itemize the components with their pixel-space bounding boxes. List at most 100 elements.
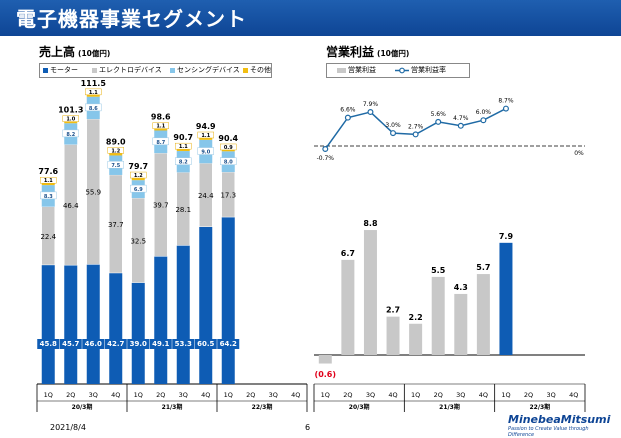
legend-motor-label: モーター (50, 66, 78, 74)
sales-bar-motor (131, 282, 145, 384)
legend-electro-label: エレクトロデバイス (99, 66, 162, 74)
sales-other-label-box (130, 171, 147, 179)
sales-period-label: 20/3期 (72, 403, 93, 411)
profit-value-label: 5.7 (476, 263, 490, 272)
sales-motor-value-label: 60.5 (197, 340, 214, 348)
page-title: 電子機器事業セグメント (16, 7, 247, 31)
sales-sensing-label-box (85, 103, 102, 112)
profit-value-label: 6.7 (341, 249, 355, 258)
sales-sensing-value-label: 8.7 (156, 140, 165, 146)
sales-motor-value-label: 64.2 (220, 340, 237, 348)
margin-point (435, 118, 442, 125)
sales-period-label: 21/3期 (162, 403, 183, 411)
sales-other-label-box (107, 147, 124, 154)
sales-other-value-label: 0.9 (224, 145, 233, 151)
profit-bar (363, 230, 377, 355)
profit-period-label: 21/3期 (439, 403, 460, 411)
sales-motor-value-label: 45.8 (40, 340, 57, 348)
sales-bar-motor (154, 256, 168, 384)
sales-category-label: 3Q (269, 391, 278, 399)
sales-sensing-label-box (220, 157, 237, 165)
sales-electro-value-label: 28.1 (175, 206, 191, 214)
logo-tagline: Passion to Create Value through Differen… (508, 426, 589, 438)
margin-value-label: 6.0% (476, 109, 492, 116)
sales-title-text: 売上高 (39, 45, 76, 59)
sales-other-label-box (152, 122, 169, 129)
sales-category-label: 2Q (156, 391, 165, 399)
margin-point (480, 117, 487, 124)
profit-value-label: 7.9 (499, 232, 514, 241)
sales-electro-value-label: 37.7 (108, 221, 124, 229)
sales-sensing-value-label: 8.0 (224, 160, 233, 166)
sales-motor-value-label: 53.3 (175, 340, 192, 348)
sales-bar-motor (41, 264, 55, 384)
sales-motor-label-box (194, 339, 217, 349)
profit-period-label: 22/3期 (529, 403, 550, 411)
legend-other: その他 (243, 66, 271, 75)
sales-bar-motor (176, 245, 190, 384)
profit-category-label: 1Q (321, 391, 330, 399)
sales-bar-other (131, 177, 145, 181)
legend-sensing-swatch (170, 67, 175, 73)
sales-bar-other (109, 152, 123, 156)
margin-value-label: 3.0% (385, 122, 401, 129)
sales-sensing-value-label: 8.2 (179, 160, 188, 166)
margin-point (367, 109, 374, 116)
legend-other-label: その他 (250, 66, 271, 74)
sales-sensing-value-label: 8.6 (89, 106, 98, 112)
margin-point (344, 114, 351, 121)
sales-motor-label-box (37, 339, 60, 349)
legend-margin-label: 営業利益率 (411, 66, 446, 74)
sales-other-value-label: 1.1 (201, 133, 210, 139)
sales-sensing-label-box (152, 137, 169, 146)
legend-motor-swatch (43, 67, 48, 73)
profit-category-label: 1Q (411, 391, 420, 399)
sales-other-value-label: 1.0 (66, 117, 75, 123)
sales-electro-value-label: 24.4 (198, 192, 214, 200)
sales-total-label: 98.6 (151, 113, 171, 122)
sales-bar-other (199, 137, 213, 140)
sales-category-label: 4Q (291, 391, 300, 399)
logo-name: MinebeaMitsumi (508, 413, 611, 426)
sales-total-label: 90.4 (218, 134, 238, 143)
company-logo: MinebeaMitsumi Passion to Create Value t… (508, 414, 612, 438)
sales-bar-motor (64, 265, 78, 384)
sales-category-label: 2Q (66, 391, 75, 399)
sales-category-label: 1Q (44, 391, 53, 399)
sales-total-label: 111.5 (81, 79, 107, 88)
profit-bar (386, 316, 400, 355)
sales-electro-value-label: 22.4 (40, 233, 56, 241)
sales-total-label: 77.6 (38, 167, 58, 176)
sales-motor-value-label: 49.1 (152, 340, 169, 348)
sales-bar-other (41, 182, 55, 186)
sales-electro-value-label: 17.3 (220, 192, 236, 200)
profit-value-label: 4.3 (454, 283, 468, 292)
sales-sensing-label-box (107, 160, 124, 169)
sales-sensing-value-label: 9.0 (201, 150, 210, 156)
margin-value-label: 5.6% (431, 111, 447, 118)
sales-sensing-label-box (175, 157, 192, 165)
sales-other-value-label: 1.1 (89, 90, 98, 96)
sales-category-label: 1Q (134, 391, 143, 399)
sales-bar-electro (176, 172, 190, 246)
profit-value-label: 5.5 (431, 266, 446, 275)
sales-sensing-label-box (40, 191, 57, 200)
sales-sensing-label-box (130, 184, 147, 193)
profit-bar (454, 293, 468, 355)
legend-electro-swatch (92, 67, 97, 73)
sales-period-label: 22/3期 (252, 403, 273, 411)
sales-legend: モーター エレクトロデバイス センシングデバイス その他 (39, 63, 272, 78)
sales-sensing-value-label: 8.3 (44, 194, 53, 200)
sales-unit: (10億円) (78, 49, 111, 58)
legend-sensing: センシングデバイス (170, 66, 240, 75)
sales-category-label: 2Q (246, 391, 255, 399)
margin-value-label: 6.6% (340, 107, 356, 114)
legend-other-swatch (243, 67, 248, 73)
profit-category-label: 2Q (343, 391, 352, 399)
sales-bar-other (64, 120, 78, 124)
profit-category-label: 3Q (366, 391, 375, 399)
sales-bar-other (176, 148, 190, 152)
sales-other-label-box (197, 131, 214, 139)
sales-total-label: 94.9 (196, 122, 216, 131)
sales-motor-label-box (172, 339, 195, 349)
